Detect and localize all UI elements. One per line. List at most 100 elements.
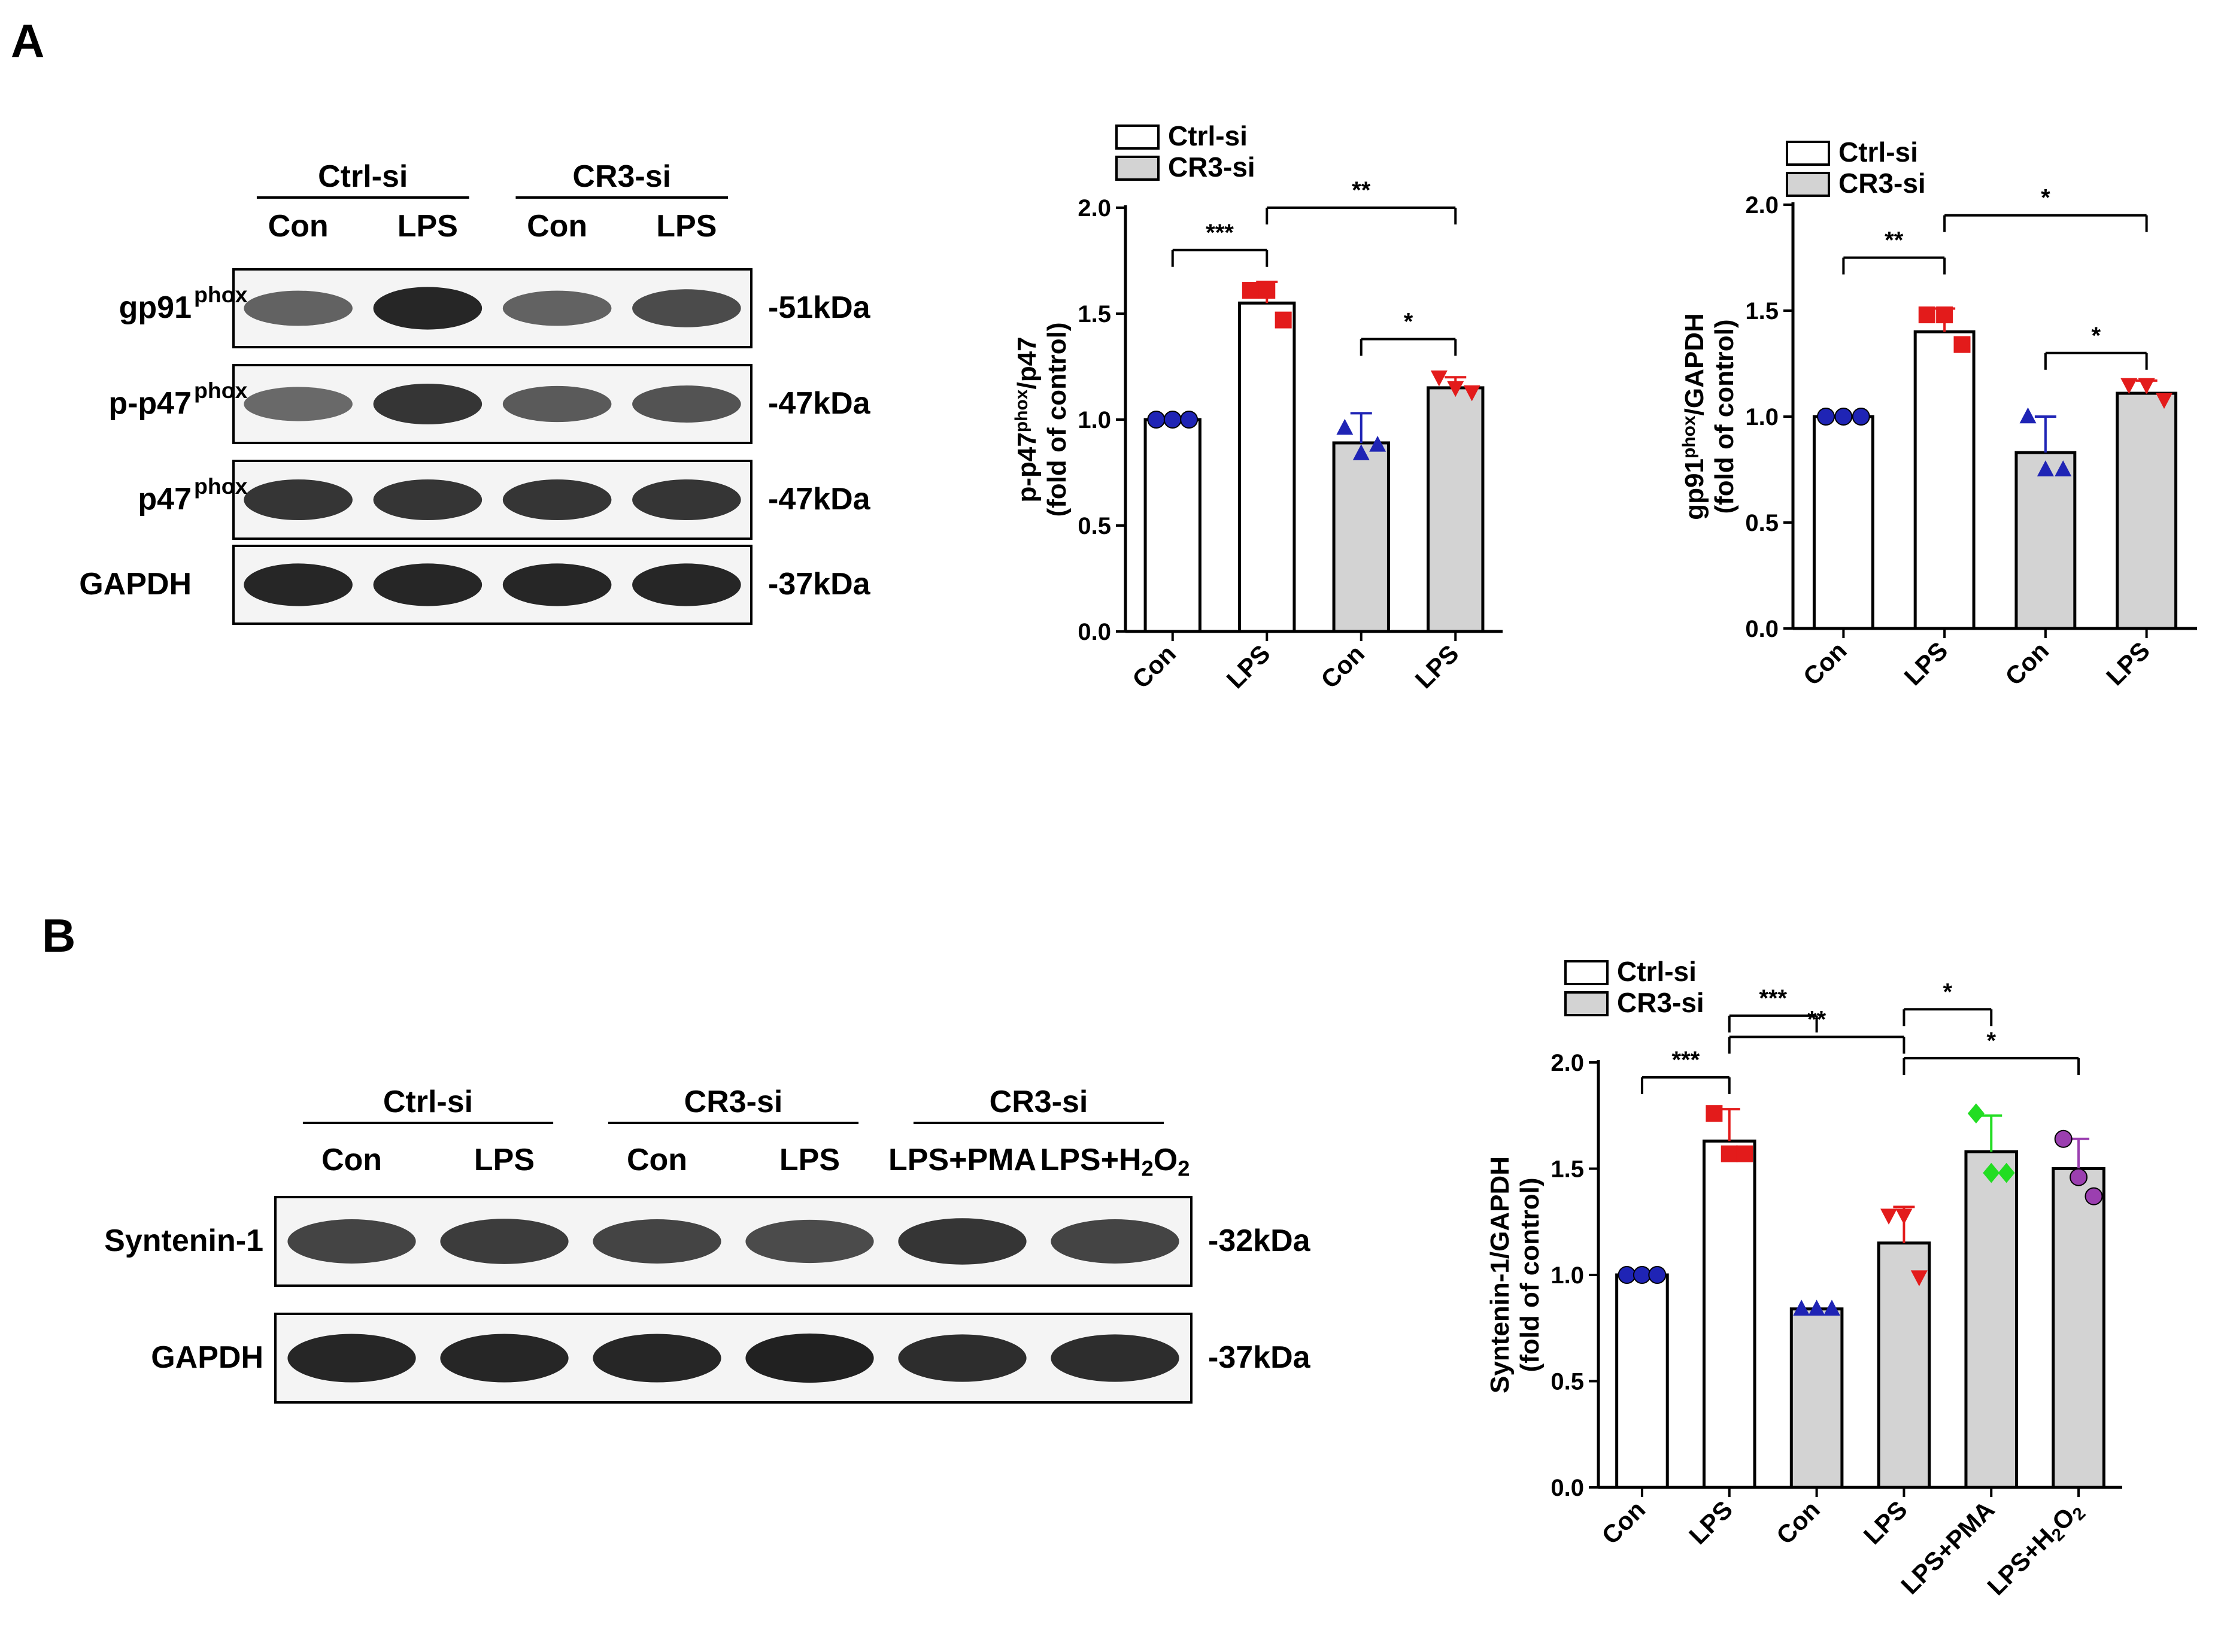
legend-label: CR3-si bbox=[1168, 151, 1255, 183]
panel-a-label: A bbox=[11, 14, 44, 67]
blot-band bbox=[1051, 1334, 1179, 1382]
significance-label: *** bbox=[1206, 220, 1234, 246]
chart-p-p47: 0.0 0.5 1.0 1.5 2.0 p-p47phox/p47 (fold of con… bbox=[1012, 120, 1503, 694]
legend-swatch bbox=[1564, 960, 1609, 985]
protein-superscript: phox bbox=[194, 282, 248, 307]
bar bbox=[2052, 1167, 2105, 1489]
lane-label: Con bbox=[321, 1143, 382, 1177]
data-point bbox=[1918, 306, 1935, 324]
y-tick-label: 0.0 bbox=[1551, 1475, 1584, 1501]
blot-band bbox=[373, 383, 483, 425]
legend-label: CR3-si bbox=[1617, 987, 1704, 1018]
x-tick-label: LPS bbox=[2101, 636, 2155, 691]
kda-label: -47kDa bbox=[768, 482, 871, 517]
legend-label: Ctrl-si bbox=[1838, 136, 1918, 168]
legend-swatch bbox=[1786, 141, 1830, 166]
x-tick-label: LPS bbox=[1858, 1495, 1913, 1550]
bar bbox=[1332, 441, 1390, 633]
y-tick-label: 0.5 bbox=[1745, 510, 1779, 536]
legend-swatch bbox=[1115, 156, 1160, 181]
protein-label: GAPDH bbox=[151, 1340, 263, 1375]
y-tick-label: 1.5 bbox=[1745, 298, 1779, 324]
kda-label: -47kDa bbox=[768, 386, 871, 421]
data-point bbox=[1736, 1145, 1753, 1162]
significance-label: * bbox=[2041, 185, 2050, 211]
y-tick-label: 0.5 bbox=[1078, 513, 1111, 539]
x-tick-label: Con bbox=[1315, 639, 1370, 694]
data-point bbox=[2054, 1129, 2073, 1148]
bar bbox=[1789, 1307, 1844, 1489]
legend-label: CR3-si bbox=[1838, 168, 1926, 199]
data-point bbox=[1633, 1266, 1651, 1284]
protein-label: Syntenin-1 bbox=[104, 1223, 263, 1258]
data-point bbox=[1163, 411, 1182, 429]
bar bbox=[1913, 330, 1976, 630]
significance-label: ** bbox=[1352, 177, 1371, 204]
legend-label: Ctrl-si bbox=[1617, 956, 1697, 987]
bar bbox=[1238, 301, 1296, 633]
data-point bbox=[1242, 282, 1259, 299]
legend-swatch bbox=[1564, 991, 1609, 1016]
y-tick-label: 1.5 bbox=[1551, 1156, 1584, 1183]
data-point bbox=[1793, 1299, 1810, 1316]
data-point bbox=[1880, 1208, 1898, 1225]
y-axis-label: (fold of control) bbox=[1515, 1177, 1545, 1372]
lane-label: Con bbox=[268, 209, 329, 244]
data-point bbox=[1463, 385, 1480, 402]
blot-band bbox=[745, 1333, 874, 1383]
significance-label: * bbox=[2091, 323, 2101, 349]
data-point bbox=[2070, 1168, 2088, 1186]
blot-band bbox=[373, 479, 483, 521]
blot-band bbox=[502, 290, 612, 326]
x-tick-label: LPS bbox=[1898, 636, 1953, 691]
bar bbox=[1143, 418, 1201, 633]
data-point bbox=[1817, 408, 1835, 426]
data-point bbox=[1953, 336, 1971, 353]
y-axis-label: p-p47phox/p47 bbox=[1012, 336, 1042, 502]
y-tick-label: 1.5 bbox=[1078, 301, 1111, 327]
blot-band bbox=[244, 563, 353, 606]
data-point bbox=[2138, 378, 2155, 394]
x-tick-label: LPS+H2O2 bbox=[1982, 1495, 2089, 1603]
blot-band bbox=[632, 563, 741, 606]
y-axis-label: Syntenin-1/GAPDH bbox=[1485, 1156, 1515, 1393]
data-point bbox=[1258, 282, 1276, 299]
blot-band bbox=[373, 287, 483, 330]
lane-label: Con bbox=[527, 209, 587, 244]
bar bbox=[1812, 415, 1874, 630]
data-point bbox=[1967, 1103, 1985, 1123]
data-point bbox=[2155, 393, 2173, 409]
data-point bbox=[1852, 408, 1870, 426]
data-point bbox=[1808, 1299, 1825, 1316]
x-tick-label: Con bbox=[1596, 1495, 1650, 1550]
protein-superscript: phox bbox=[194, 378, 248, 403]
data-point bbox=[1618, 1266, 1636, 1284]
x-tick-label: Con bbox=[1127, 639, 1181, 694]
x-tick-label: LPS bbox=[1683, 1495, 1738, 1550]
blot-band bbox=[373, 563, 483, 606]
data-point bbox=[1998, 1162, 2015, 1183]
blot-band bbox=[593, 1334, 721, 1383]
data-point bbox=[1275, 311, 1292, 329]
blot-band bbox=[632, 385, 741, 423]
chart-syntenin: 0.0 0.5 1.0 1.5 2.0 Syntenin-1/GAPDH (fold of … bbox=[1485, 956, 2122, 1603]
group-label: CR3-si bbox=[572, 159, 671, 194]
lane-label: LPS bbox=[398, 209, 458, 244]
legend-swatch bbox=[1786, 172, 1830, 197]
y-tick-label: 0.0 bbox=[1745, 616, 1779, 642]
y-tick-label: 1.0 bbox=[1551, 1262, 1584, 1289]
data-point bbox=[2037, 460, 2054, 476]
blot-band bbox=[898, 1334, 1027, 1382]
blot-band bbox=[244, 479, 353, 521]
x-tick-label: LPS bbox=[1221, 639, 1276, 694]
data-point bbox=[1721, 1145, 1738, 1162]
bar bbox=[2116, 391, 2178, 630]
data-point bbox=[2085, 1187, 2103, 1205]
kda-label: -51kDa bbox=[768, 290, 871, 325]
y-tick-label: 1.0 bbox=[1745, 404, 1779, 430]
lane-label: Con bbox=[627, 1143, 687, 1177]
blot-band bbox=[244, 387, 353, 421]
group-label: CR3-si bbox=[990, 1085, 1088, 1119]
